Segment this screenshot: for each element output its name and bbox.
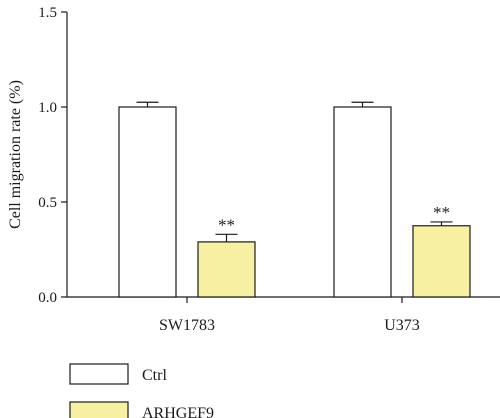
bar-ctrl-u373 <box>333 106 392 298</box>
bar-ctrl-sw1783 <box>118 106 177 298</box>
x-category-label: U373 <box>384 317 420 334</box>
y-tick-label: 1.0 <box>38 100 57 116</box>
y-tick-label: 0.5 <box>38 195 57 211</box>
legend-label-ctrl: Ctrl <box>142 367 167 384</box>
y-tick-label: 0.0 <box>38 290 57 306</box>
legend: Ctrl ARHGEF9 <box>69 363 214 418</box>
labels: 0.0 0.5 1.0 1.5 Cell migration rate (%) SW178… <box>7 5 450 334</box>
legend-label-arhgef9: ARHGEF9 <box>142 405 214 418</box>
y-tick-label: 1.5 <box>38 5 57 21</box>
legend-swatch-ctrl <box>69 363 129 385</box>
legend-swatch-arhgef9 <box>69 401 129 418</box>
y-axis-title: Cell migration rate (%) <box>7 80 24 229</box>
bar-arhgef9-sw1783 <box>197 241 256 298</box>
significance-label: ** <box>433 203 450 222</box>
bar-arhgef9-u373 <box>412 225 471 298</box>
x-category-label: SW1783 <box>159 317 215 334</box>
bars <box>118 101 471 298</box>
significance-label: ** <box>218 215 235 234</box>
